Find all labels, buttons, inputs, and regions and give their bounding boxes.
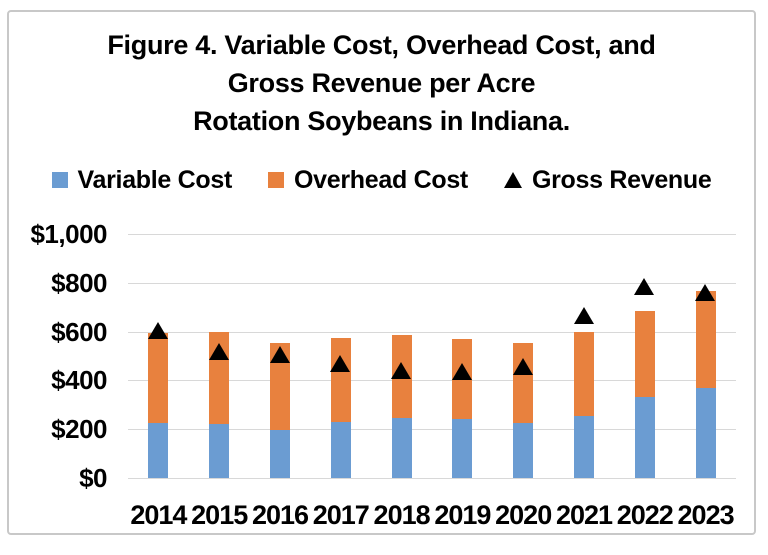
y-tick-label-400: $400	[51, 365, 107, 396]
y-tick-label-1000: $1,000	[30, 219, 107, 249]
marker-2014-gross-revenue	[147, 321, 168, 339]
marker-2019-gross-revenue	[451, 363, 472, 381]
gridline-200	[128, 429, 736, 431]
gross-revenue-triangle-icon	[503, 172, 522, 188]
bar-2020-variable-cost	[513, 423, 534, 478]
marker-2018-gross-revenue	[391, 362, 412, 380]
gridline-400	[128, 380, 736, 382]
x-axis-label-2017: 2017	[312, 500, 370, 530]
x-axis-label-2019: 2019	[434, 500, 491, 530]
bar-2022-variable-cost	[634, 397, 655, 478]
bar-2021-overhead-cost	[574, 331, 594, 416]
x-axis-label-2015: 2015	[191, 500, 248, 530]
x-axis-label-2021: 2021	[555, 500, 613, 530]
marker-2020-gross-revenue	[512, 358, 533, 376]
chart-title-line-3: Rotation Soybeans in Indiana.	[193, 106, 570, 136]
marker-2023-gross-revenue	[695, 284, 716, 302]
y-tick-label-800: $800	[51, 267, 107, 298]
legend-label-overhead-cost: Overhead Cost	[294, 165, 468, 194]
y-tick-label-0: $0	[79, 463, 107, 493]
bar-2021-variable-cost	[574, 415, 594, 478]
y-tick-label-600: $600	[51, 316, 107, 347]
bar-2019-variable-cost	[452, 419, 473, 478]
chart-title: Figure 4. Variable Cost, Overhead Cost, …	[9, 26, 754, 140]
marker-2015-gross-revenue	[208, 342, 229, 360]
bar-2023-variable-cost	[695, 387, 716, 478]
x-axis-label-2014: 2014	[130, 500, 187, 530]
x-axis-label-2018: 2018	[373, 500, 431, 530]
bar-2023-overhead-cost	[695, 291, 716, 388]
bar-2016-variable-cost	[270, 430, 290, 478]
marker-2017-gross-revenue	[330, 354, 351, 372]
bar-2014-overhead-cost	[148, 332, 169, 424]
x-axis-labels: 2014 2015 2016 2017 2018 2019 2020 2021 2022 2023	[128, 500, 736, 530]
legend-item-overhead-cost: Overhead Cost	[268, 166, 468, 195]
legend-item-gross-revenue: Gross Revenue	[503, 165, 712, 195]
legend-label-variable-cost: Variable Cost	[77, 165, 233, 194]
bar-2014-variable-cost	[148, 423, 169, 478]
x-axis-label-2016: 2016	[251, 500, 309, 530]
chart-legend: Variable Cost Overhead Cost Gross Revenu…	[9, 164, 754, 196]
plot-area	[128, 234, 736, 479]
bar-2020-overhead-cost	[513, 342, 534, 424]
chart-title-line-2: Gross Revenue per Acre	[227, 68, 536, 98]
bar-2015-variable-cost	[209, 424, 230, 478]
overhead-cost-swatch-icon	[268, 172, 285, 188]
variable-cost-swatch-icon	[51, 172, 68, 188]
bar-2016-overhead-cost	[270, 342, 290, 431]
bar-2018-variable-cost	[391, 418, 412, 478]
y-tick-label-200: $200	[51, 414, 107, 445]
chart-title-line-1: Figure 4. Variable Cost, Overhead Cost, …	[107, 30, 656, 60]
legend-item-variable-cost: Variable Cost	[51, 165, 233, 195]
gridline-0	[128, 478, 736, 479]
bar-2022-overhead-cost	[634, 310, 655, 398]
legend-label-gross-revenue: Gross Revenue	[531, 165, 712, 194]
marker-2021-gross-revenue	[573, 307, 594, 325]
gridline-1000	[128, 234, 736, 235]
x-axis-label-2023: 2023	[677, 500, 735, 530]
bar-2017-variable-cost	[330, 421, 351, 478]
x-axis-label-2020: 2020	[495, 500, 552, 530]
x-axis-label-2022: 2022	[616, 500, 674, 530]
gridline-800	[128, 282, 736, 284]
gridline-600	[128, 331, 736, 333]
marker-2022-gross-revenue	[634, 277, 655, 295]
chart-frame: Figure 4. Variable Cost, Overhead Cost, …	[7, 10, 756, 535]
marker-2016-gross-revenue	[269, 346, 290, 364]
bar-2017-overhead-cost	[330, 337, 351, 422]
